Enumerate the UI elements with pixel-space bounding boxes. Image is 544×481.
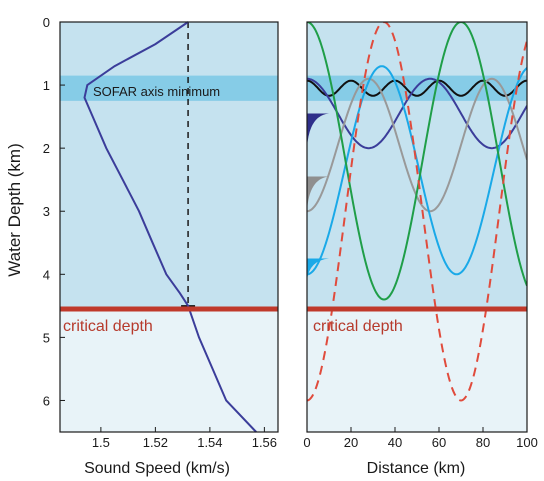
y-tick-label: 3 [43,204,50,219]
x-axis-ticks: 0 20 40 60 80 100 [303,427,538,450]
upper-water-region [60,22,278,309]
x-axis-ticks: 1.5 1.52 1.54 1.56 [92,427,277,450]
plot-background [60,22,278,432]
y-tick-label: 5 [43,330,50,345]
sound-speed-line [83,21,257,433]
y-tick-label: 2 [43,141,50,156]
y-axis-ticks: 0 1 2 3 4 5 6 [43,15,65,408]
y-tick-label: 6 [43,393,50,408]
sound-speed-panel: SOFAR axis minimum critical depth 1.5 1.5… [5,15,279,477]
source-wedges [307,113,329,281]
critical-depth-bar [60,306,278,312]
y-tick-label: 4 [43,267,50,282]
ray-path-line [307,79,527,97]
source-wedge [307,113,329,149]
x-tick-label: 1.52 [143,435,168,450]
critical-depth-bar [307,306,527,312]
ray-path-line [307,65,527,276]
ray-path-line [307,22,527,402]
x-tick-label: 1.56 [252,435,277,450]
critical-depth-line [307,306,527,312]
x-tick-label: 40 [388,435,402,450]
frame-rect [306,21,528,433]
critical-depth-label: critical depth [63,318,153,335]
y-tick-label: 1 [43,78,50,93]
plot-frame [306,21,528,433]
source-wedge [307,176,329,212]
y-tick-label: 0 [43,15,50,30]
x-tick-label: 1.5 [92,435,110,450]
ray-paths [307,22,527,402]
x-tick-label: 60 [432,435,446,450]
x-axis-label: Sound Speed (km/s) [84,460,230,477]
ray-paths-panel: critical depth 0 20 40 60 80 100 Distance (km… [303,21,538,477]
source-wedge [307,258,329,281]
y-axis-label: Water Depth (km) [5,143,24,277]
frame-rect [59,21,279,433]
critical-depth-line [60,306,278,312]
ray-path-line [307,22,527,301]
critical-depth-label: critical depth [313,318,403,335]
x-tick-label: 1.54 [197,435,222,450]
sofar-label: SOFAR axis minimum [93,84,220,99]
x-tick-label: 100 [516,435,538,450]
deep-water-region [307,309,527,432]
deep-water-region [60,309,278,432]
x-axis-label: Distance (km) [367,460,466,477]
sound-speed-profile [83,21,257,433]
x-tick-label: 20 [344,435,358,450]
x-tick-label: 80 [476,435,490,450]
x-tick-label: 0 [303,435,310,450]
plot-frame [59,21,279,433]
